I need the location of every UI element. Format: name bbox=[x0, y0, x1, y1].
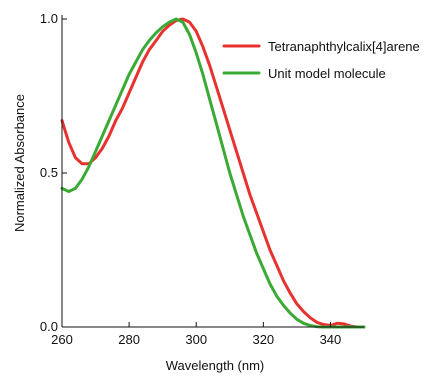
legend-label-1: Unit model molecule bbox=[268, 66, 386, 81]
x-axis-title: Wavelength (nm) bbox=[166, 358, 265, 373]
y-tick-label: 0.5 bbox=[40, 165, 58, 180]
x-tick-label: 340 bbox=[320, 332, 342, 347]
x-tick-label: 320 bbox=[252, 332, 274, 347]
legend-label-0: Tetranaphthylcalix[4]arene bbox=[268, 39, 420, 54]
x-tick-label: 280 bbox=[118, 332, 140, 347]
x-tick-label: 300 bbox=[185, 332, 207, 347]
series-line-1 bbox=[60, 17, 366, 329]
series-line-0 bbox=[60, 17, 366, 329]
y-axis-title: Normalized Absorbance bbox=[12, 94, 27, 232]
x-tick-label: 260 bbox=[51, 332, 73, 347]
y-tick-label: 1.0 bbox=[40, 11, 58, 26]
y-tick-label: 0.0 bbox=[40, 319, 58, 334]
